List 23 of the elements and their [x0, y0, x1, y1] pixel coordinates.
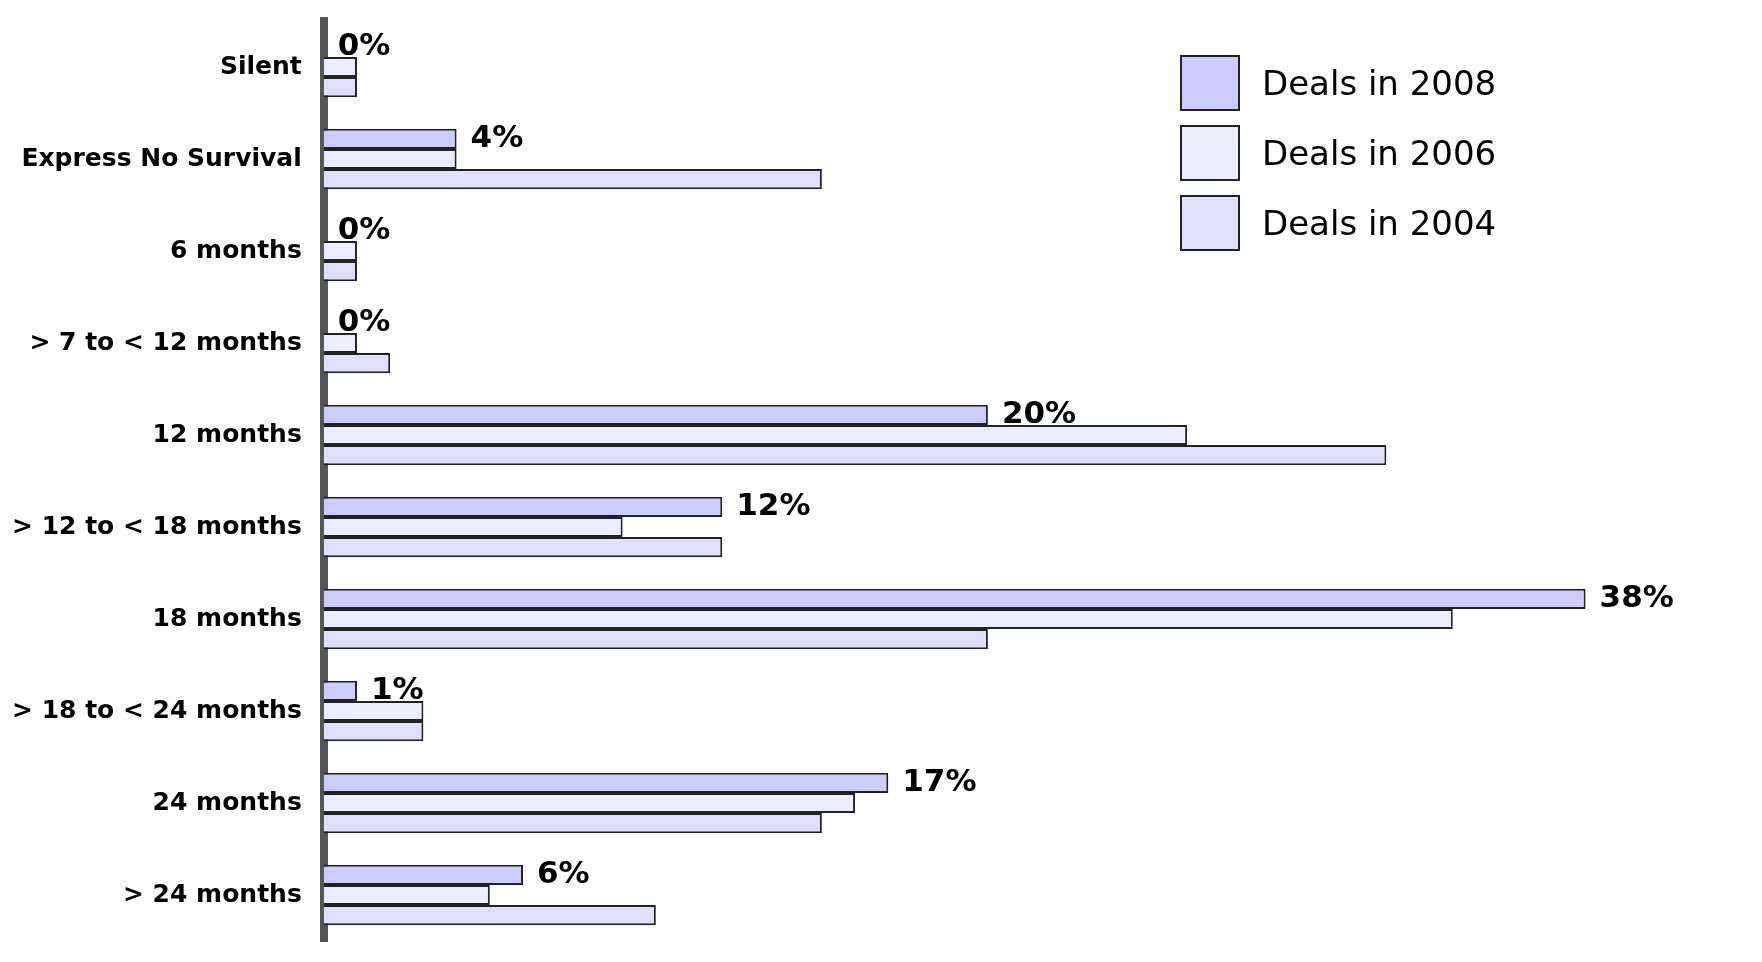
data-label: 0% [337, 25, 391, 62]
legend-label: Deals in 2008 [1262, 63, 1497, 103]
y-tick-label: Express No Survival [21, 142, 302, 172]
y-tick-label: 24 months [152, 786, 302, 816]
data-label: 1% [370, 669, 424, 706]
legend-label: Deals in 2006 [1262, 133, 1497, 173]
data-label: 0% [337, 301, 391, 338]
data-label: 6% [537, 853, 590, 890]
y-tick-label: 18 months [152, 602, 302, 632]
legend-label: Deals in 2004 [1262, 203, 1497, 243]
data-label: 38% [1599, 577, 1674, 614]
y-tick-label: > 12 to < 18 months [11, 510, 302, 540]
data-label: 20% [1001, 393, 1077, 430]
data-label: 0% [337, 209, 391, 246]
data-label: 17% [902, 761, 977, 798]
data-label: 12% [736, 485, 811, 522]
y-tick-label: Silent [219, 50, 302, 80]
y-tick-label: > 24 months [122, 878, 302, 908]
y-tick-label: > 7 to < 12 months [29, 326, 302, 356]
data-label: 4% [470, 117, 524, 154]
y-tick-label: 6 months [170, 234, 302, 264]
y-tick-label: > 18 to < 24 months [11, 694, 302, 724]
y-tick-label: 12 months [152, 418, 302, 448]
